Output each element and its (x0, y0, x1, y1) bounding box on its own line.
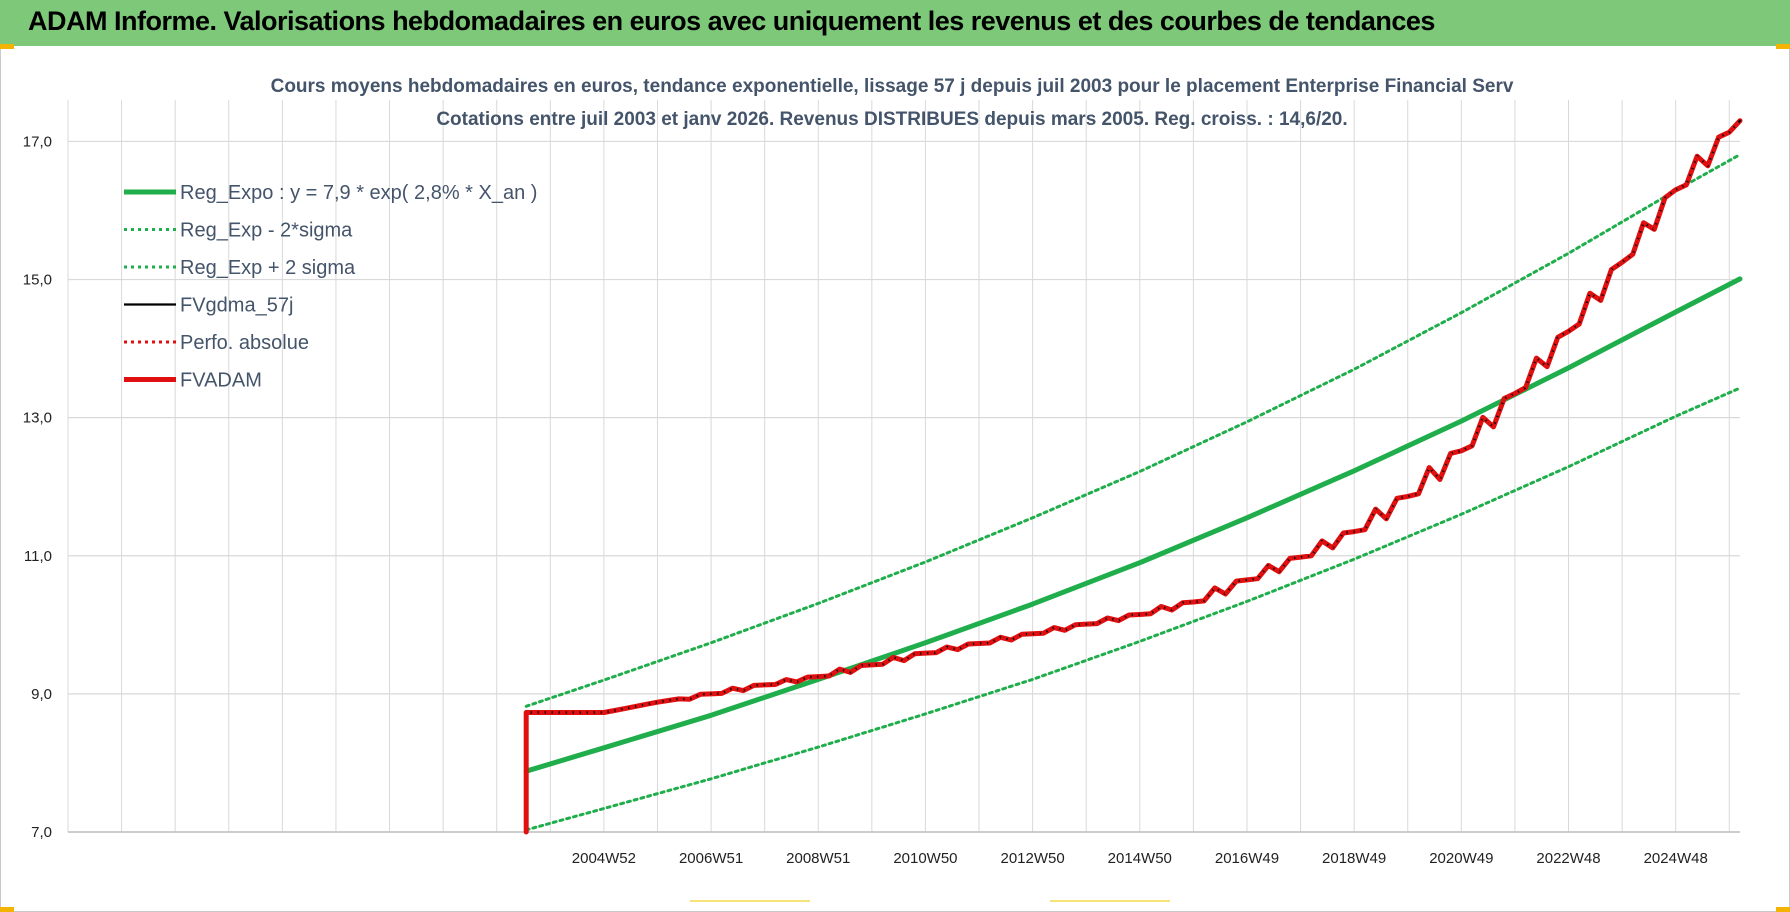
chart-subtitle: Cotations entre juil 2003 et janv 2026. … (436, 109, 1347, 130)
y-tick-label: 7,0 (31, 824, 52, 841)
x-tick-label: 2020W49 (1429, 850, 1493, 867)
x-tick-label: 2008W51 (786, 850, 850, 867)
x-tick-label: 2016W49 (1215, 850, 1279, 867)
corner-marker-bottom-left (0, 907, 14, 912)
series-lines (523, 118, 1743, 835)
legend-label: FVADAM (180, 370, 262, 392)
corner-marker-top-right (1776, 44, 1790, 49)
header-bar: ADAM Informe. Valorisations hebdomadaire… (0, 0, 1790, 46)
legend-label: FVgdma_57j (180, 295, 293, 317)
x-tick-label: 2024W48 (1644, 850, 1708, 867)
x-tick-label: 2018W49 (1322, 850, 1386, 867)
x-tick-label: 2006W51 (679, 850, 743, 867)
y-tick-label: 9,0 (31, 686, 52, 703)
series-line-0 (523, 276, 1743, 774)
series-line-5 (523, 118, 1743, 835)
series-line-3 (525, 119, 1742, 714)
legend: Reg_Expo : y = 7,9 * exp( 2,8% * X_an ) R… (124, 182, 537, 392)
x-tick-label: 2014W50 (1108, 850, 1172, 867)
grid-lines (67, 100, 1740, 833)
y-tick-label: 11,0 (24, 548, 52, 565)
x-tick-label: 2022W48 (1536, 850, 1600, 867)
series-line-2 (524, 153, 1742, 708)
y-tick-label: 13,0 (23, 410, 52, 427)
legend-label: Perfo. absolue (180, 332, 309, 354)
y-tick-label: 15,0 (23, 272, 52, 289)
legend-label: Reg_Exp - 2*sigma (180, 220, 353, 242)
page-title: ADAM Informe. Valorisations hebdomadaire… (28, 6, 1435, 36)
corner-marker-top-left (0, 44, 14, 49)
x-tick-label: 2012W50 (1001, 850, 1065, 867)
y-tick-label: 17,0 (23, 133, 52, 150)
x-axis-ticks: 2004W52 2006W51 2008W51 2010W50 2012W50 2014W… (572, 850, 1708, 867)
legend-label: Reg_Exp + 2 sigma (180, 257, 356, 279)
bottom-marker-right (1050, 900, 1170, 902)
corner-marker-bottom-right (1776, 907, 1790, 912)
bottom-marker-left (690, 900, 810, 902)
y-axis-ticks: 7,0 9,0 11,0 13,0 15,0 17,0 (23, 133, 52, 841)
legend-label: Reg_Expo : y = 7,9 * exp( 2,8% * X_an ) (180, 182, 537, 204)
chart-title: Cours moyens hebdomadaires en euros, ten… (271, 76, 1514, 97)
series-line-4 (524, 119, 1742, 714)
x-tick-label: 2010W50 (893, 850, 957, 867)
series-line-1 (524, 386, 1742, 832)
x-tick-label: 2004W52 (572, 850, 636, 867)
